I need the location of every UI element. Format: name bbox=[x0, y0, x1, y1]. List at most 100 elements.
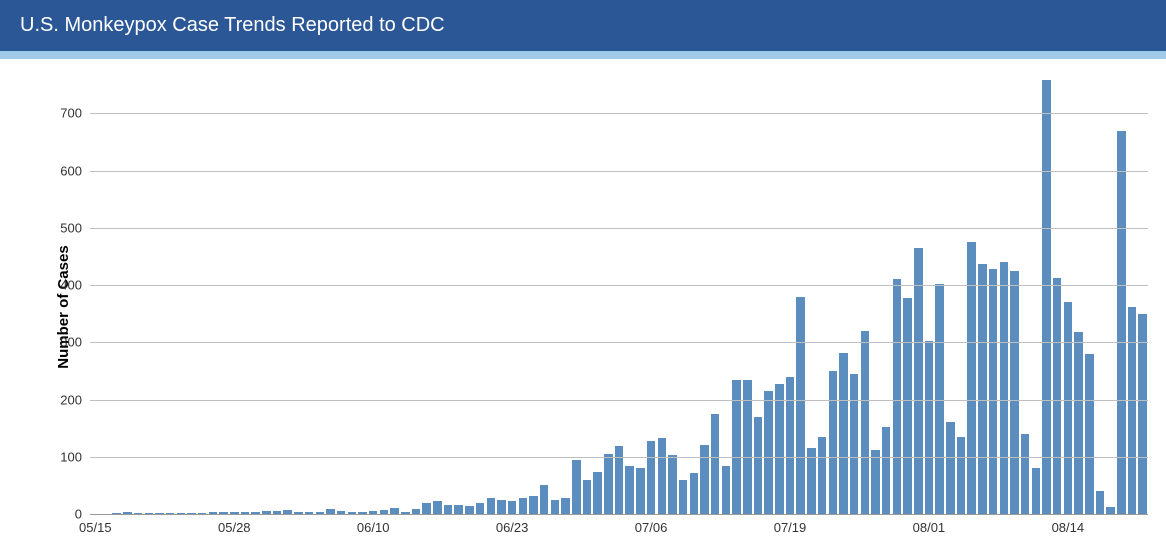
bar bbox=[337, 511, 346, 514]
bar-slot bbox=[101, 79, 112, 514]
bar-slot bbox=[1116, 79, 1127, 514]
bar bbox=[465, 506, 474, 514]
bar-slot bbox=[528, 79, 539, 514]
bar bbox=[636, 468, 645, 514]
gridline bbox=[90, 285, 1148, 286]
bar bbox=[861, 331, 870, 514]
bar bbox=[412, 509, 421, 514]
bar-slot bbox=[870, 79, 881, 514]
bar-slot bbox=[261, 79, 272, 514]
bar bbox=[1010, 271, 1019, 514]
bar bbox=[444, 505, 453, 514]
bar bbox=[1096, 491, 1105, 514]
bar bbox=[722, 466, 731, 514]
bar-slot bbox=[485, 79, 496, 514]
bar bbox=[401, 512, 410, 514]
bar bbox=[112, 513, 121, 514]
bar bbox=[1074, 332, 1083, 514]
bar bbox=[1000, 262, 1009, 514]
bar bbox=[796, 297, 805, 515]
bar bbox=[700, 445, 709, 514]
y-tick-label: 400 bbox=[60, 278, 90, 293]
bar bbox=[294, 512, 303, 514]
bar-slot bbox=[753, 79, 764, 514]
bar-slot bbox=[1031, 79, 1042, 514]
bar bbox=[967, 242, 976, 514]
bar-slot bbox=[838, 79, 849, 514]
y-tick-label: 500 bbox=[60, 220, 90, 235]
bar bbox=[775, 384, 784, 515]
bar-slot bbox=[667, 79, 678, 514]
gridline bbox=[90, 228, 1148, 229]
bar-slot bbox=[646, 79, 657, 514]
gridline bbox=[90, 457, 1148, 458]
gridline bbox=[90, 113, 1148, 114]
bar-slot bbox=[411, 79, 422, 514]
bar-slot bbox=[1095, 79, 1106, 514]
bar-slot bbox=[678, 79, 689, 514]
bar bbox=[807, 448, 816, 514]
bar bbox=[251, 512, 260, 514]
bar-slot bbox=[90, 79, 101, 514]
bar bbox=[914, 248, 923, 514]
bar bbox=[978, 264, 987, 514]
bar-slot bbox=[1073, 79, 1084, 514]
bar-slot bbox=[272, 79, 283, 514]
bar bbox=[829, 371, 838, 514]
bar bbox=[690, 473, 699, 514]
bar-slot bbox=[624, 79, 635, 514]
bar-slot bbox=[314, 79, 325, 514]
bar-slot bbox=[1137, 79, 1148, 514]
bar bbox=[679, 480, 688, 514]
x-tick-label: 08/14 bbox=[1052, 514, 1085, 535]
y-tick-label: 200 bbox=[60, 392, 90, 407]
x-tick-label: 08/01 bbox=[913, 514, 946, 535]
x-tick-label: 06/10 bbox=[357, 514, 390, 535]
bar bbox=[561, 498, 570, 514]
bar bbox=[604, 454, 613, 514]
bar bbox=[818, 437, 827, 514]
y-tick-label: 600 bbox=[60, 163, 90, 178]
bar-slot bbox=[956, 79, 967, 514]
bar-slot bbox=[1020, 79, 1031, 514]
x-tick-label: 06/23 bbox=[496, 514, 529, 535]
bar bbox=[519, 498, 528, 514]
bar bbox=[593, 472, 602, 514]
bar-slot bbox=[240, 79, 251, 514]
bar-slot bbox=[977, 79, 988, 514]
bar-slot bbox=[721, 79, 732, 514]
bar-slot bbox=[1063, 79, 1074, 514]
bar-slot bbox=[111, 79, 122, 514]
bar bbox=[850, 374, 859, 514]
bar bbox=[754, 417, 763, 514]
bar-slot bbox=[165, 79, 176, 514]
bar bbox=[262, 511, 271, 514]
bar-slot bbox=[774, 79, 785, 514]
bar bbox=[487, 498, 496, 514]
bar-slot bbox=[806, 79, 817, 514]
bar-slot bbox=[443, 79, 454, 514]
bar-slot bbox=[250, 79, 261, 514]
bar-slot bbox=[421, 79, 432, 514]
bar bbox=[946, 422, 955, 514]
bar bbox=[508, 501, 517, 514]
bar-slot bbox=[176, 79, 187, 514]
bar-slot bbox=[571, 79, 582, 514]
bar bbox=[134, 513, 143, 514]
bar bbox=[647, 441, 656, 514]
bar-slot bbox=[368, 79, 379, 514]
bar bbox=[1128, 307, 1137, 514]
bar-slot bbox=[539, 79, 550, 514]
bar-slot bbox=[186, 79, 197, 514]
bars-container bbox=[90, 79, 1148, 514]
bar bbox=[497, 500, 506, 514]
y-tick-label: 100 bbox=[60, 449, 90, 464]
bar-slot bbox=[689, 79, 700, 514]
bar bbox=[326, 509, 335, 514]
bar-slot bbox=[592, 79, 603, 514]
bar-slot bbox=[560, 79, 571, 514]
bar bbox=[1085, 354, 1094, 514]
bar bbox=[348, 512, 357, 514]
bar-slot bbox=[902, 79, 913, 514]
bar bbox=[882, 427, 891, 514]
